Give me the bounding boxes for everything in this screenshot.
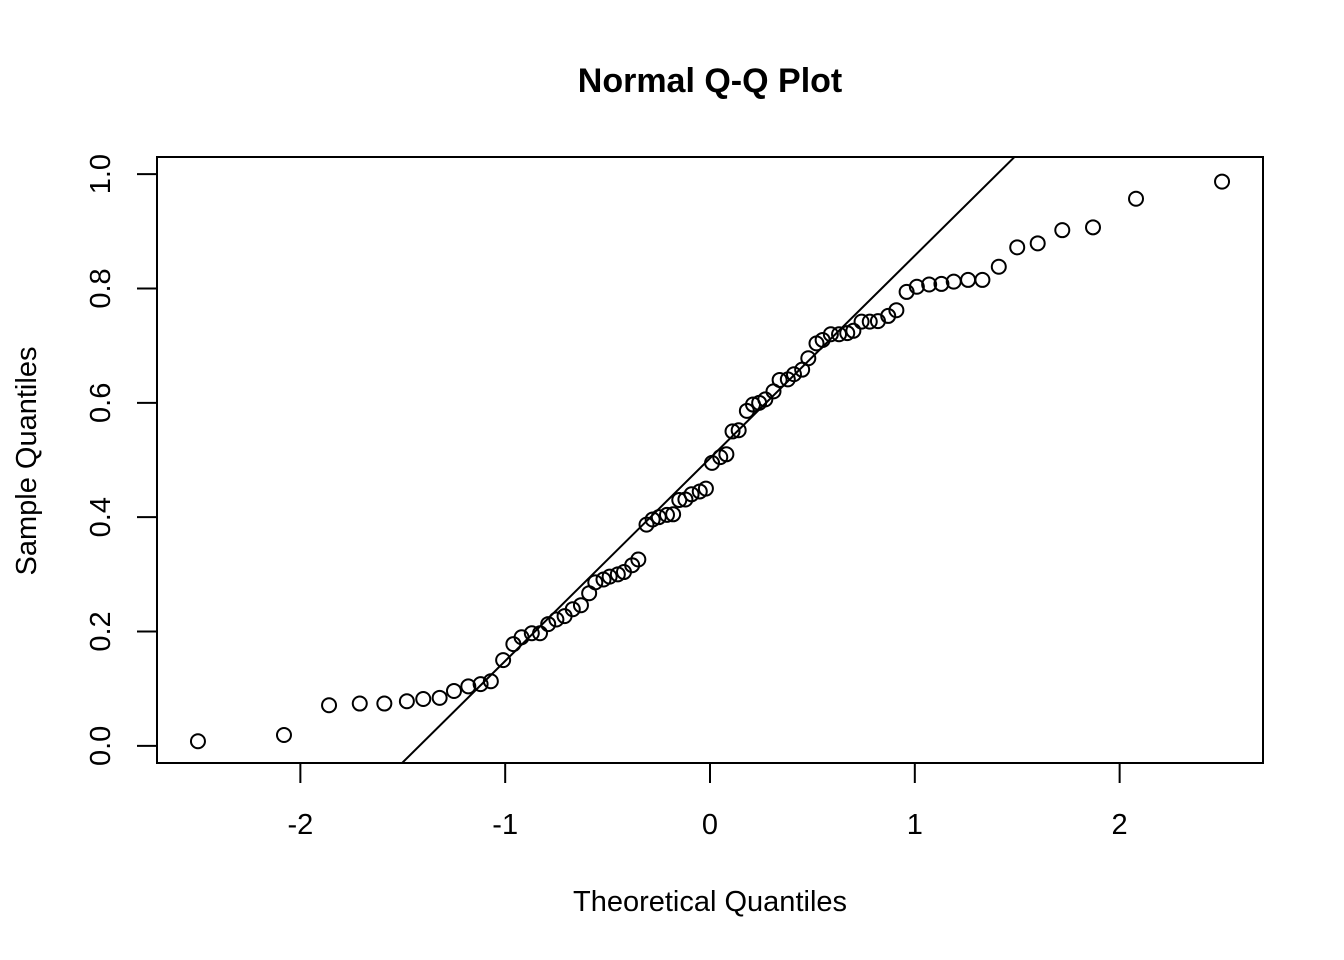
data-point (587, 574, 604, 591)
data-point (548, 611, 565, 628)
data-point (1128, 190, 1145, 207)
data-point (351, 695, 368, 712)
data-point (572, 597, 589, 614)
data-point (697, 480, 714, 497)
data-point (189, 733, 206, 750)
x-tick-label: 0 (702, 809, 718, 841)
data-point (431, 689, 448, 706)
y-tick-label: 0.6 (85, 383, 117, 423)
y-tick-label: 0.8 (85, 268, 117, 308)
data-point (933, 275, 950, 292)
data-point (472, 676, 489, 693)
data-point (861, 313, 878, 330)
data-point (540, 616, 557, 633)
x-axis: -2 -1 0 1 2 (287, 762, 1128, 841)
data-point (513, 629, 530, 646)
data-point (460, 678, 477, 695)
data-point (275, 726, 292, 743)
x-tick-label: -2 (287, 809, 313, 841)
x-tick-label: 1 (907, 809, 923, 841)
plot-frame (156, 156, 1264, 764)
data-point (785, 366, 802, 383)
data-point (831, 326, 848, 343)
data-point (990, 258, 1007, 275)
data-point (601, 568, 618, 585)
data-point (730, 422, 747, 439)
data-point (1009, 239, 1026, 256)
data-point (665, 506, 682, 523)
data-point (704, 454, 721, 471)
y-axis-label: Sample Quantiles (11, 347, 43, 576)
data-point (888, 302, 905, 319)
data-point (630, 551, 647, 568)
data-point (800, 350, 817, 367)
data-point (921, 276, 938, 293)
y-tick-label: 0.2 (85, 611, 117, 651)
y-tick-label: 0.0 (85, 726, 117, 766)
data-point (683, 486, 700, 503)
data-point (814, 331, 831, 348)
data-point (1214, 173, 1231, 190)
data-point (658, 506, 675, 523)
data-point (718, 446, 735, 463)
y-axis: 0.0 0.2 0.4 0.6 0.8 1.0 (85, 154, 158, 766)
data-point (495, 652, 512, 669)
chart-title: Normal Q-Q Plot (578, 62, 842, 100)
data-point (845, 322, 862, 339)
data-point (532, 625, 549, 642)
data-point (960, 271, 977, 288)
data-point (880, 307, 897, 324)
data-point (564, 601, 581, 618)
data-point (822, 326, 839, 343)
y-tick-label: 0.4 (85, 497, 117, 537)
data-point (771, 371, 788, 388)
data-point (321, 697, 338, 714)
data-point (974, 271, 991, 288)
data-point (398, 693, 415, 710)
y-tick-label: 1.0 (85, 154, 117, 194)
data-point (482, 673, 499, 690)
data-point (1054, 222, 1071, 239)
data-point (1085, 219, 1102, 236)
qq-reference-line (400, 157, 1016, 763)
plot-area (189, 157, 1231, 763)
data-point (724, 423, 741, 440)
data-point (757, 391, 774, 408)
data-point (908, 278, 925, 295)
data-point (415, 690, 432, 707)
data-point (445, 682, 462, 699)
data-point (1029, 235, 1046, 252)
data-point (523, 625, 540, 642)
data-point (853, 313, 870, 330)
data-point (376, 695, 393, 712)
x-axis-label: Theoretical Quantiles (573, 886, 847, 918)
x-tick-label: -1 (492, 809, 518, 841)
x-tick-label: 2 (1112, 809, 1128, 841)
